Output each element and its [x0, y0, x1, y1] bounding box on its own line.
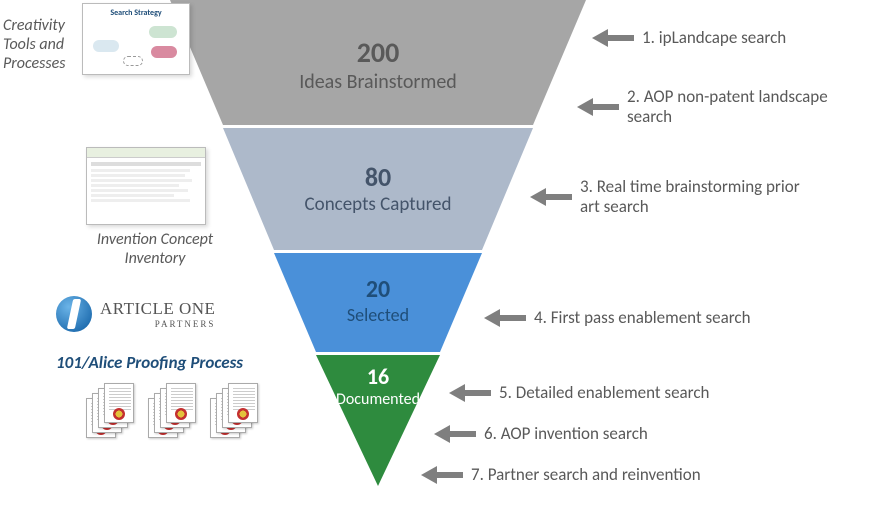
step-label: 3. Real time brainstorming prior art sea…	[580, 177, 810, 218]
stage-number: 20	[274, 275, 482, 304]
certificate-icon	[104, 383, 134, 423]
arrow-left-icon	[434, 427, 476, 441]
logo-icon	[56, 296, 92, 332]
inventory-thumbnail	[86, 147, 206, 225]
article-one-logo: ARTICLE ONE PARTNERS	[56, 296, 215, 332]
stage-label: Documented	[308, 390, 448, 409]
step-arrow-4: 4. First pass enablement search	[484, 308, 751, 328]
thumb1-title: Search Strategy	[83, 4, 189, 18]
step-label: 1. ipLandcape search	[642, 28, 786, 48]
inventory-caption: Invention Concept Inventory	[90, 230, 220, 268]
step-label: 2. AOP non-patent landscape search	[627, 87, 857, 128]
step-label: 5. Detailed enablement search	[499, 383, 709, 403]
stage-label: Concepts Captured	[223, 193, 533, 216]
funnel-stage-text-3: 16Documented	[308, 363, 448, 409]
step-arrow-1: 1. ipLandcape search	[592, 28, 786, 48]
logo-sub-text: PARTNERS	[100, 319, 215, 329]
arrow-left-icon	[449, 386, 491, 400]
arrow-left-icon	[530, 190, 572, 204]
step-arrow-3: 3. Real time brainstorming prior art sea…	[530, 177, 810, 218]
certificate-stack	[86, 378, 276, 468]
funnel-stage-text-1: 80Concepts Captured	[223, 161, 533, 216]
stage-label: Ideas Brainstormed	[170, 70, 586, 94]
certificate-icon	[166, 383, 196, 423]
step-arrow-6: 6. AOP invention search	[434, 424, 648, 444]
certificate-icon	[228, 383, 258, 423]
stage-number: 200	[170, 35, 586, 70]
logo-main-text: ARTICLE ONE	[100, 299, 215, 319]
arrow-left-icon	[421, 468, 463, 482]
search-strategy-thumbnail: Search Strategy	[82, 3, 190, 75]
stage-number: 16	[308, 363, 448, 390]
stage-number: 80	[223, 161, 533, 193]
arrow-left-icon	[577, 100, 619, 114]
funnel-stage-text-2: 20Selected	[274, 275, 482, 326]
step-label: 4. First pass enablement search	[534, 308, 751, 328]
step-arrow-5: 5. Detailed enablement search	[449, 383, 709, 403]
step-arrow-2: 2. AOP non-patent landscape search	[577, 87, 857, 128]
step-label: 7. Partner search and reinvention	[471, 465, 701, 485]
arrow-left-icon	[484, 311, 526, 325]
arrow-left-icon	[592, 31, 634, 45]
step-label: 6. AOP invention search	[484, 424, 648, 444]
step-arrow-7: 7. Partner search and reinvention	[421, 465, 701, 485]
creativity-caption: Creativity Tools and Processes	[3, 16, 83, 73]
proofing-process-title: 101/Alice Proofing Process	[56, 352, 243, 373]
funnel-stage-text-0: 200Ideas Brainstormed	[170, 35, 586, 94]
stage-label: Selected	[274, 304, 482, 326]
